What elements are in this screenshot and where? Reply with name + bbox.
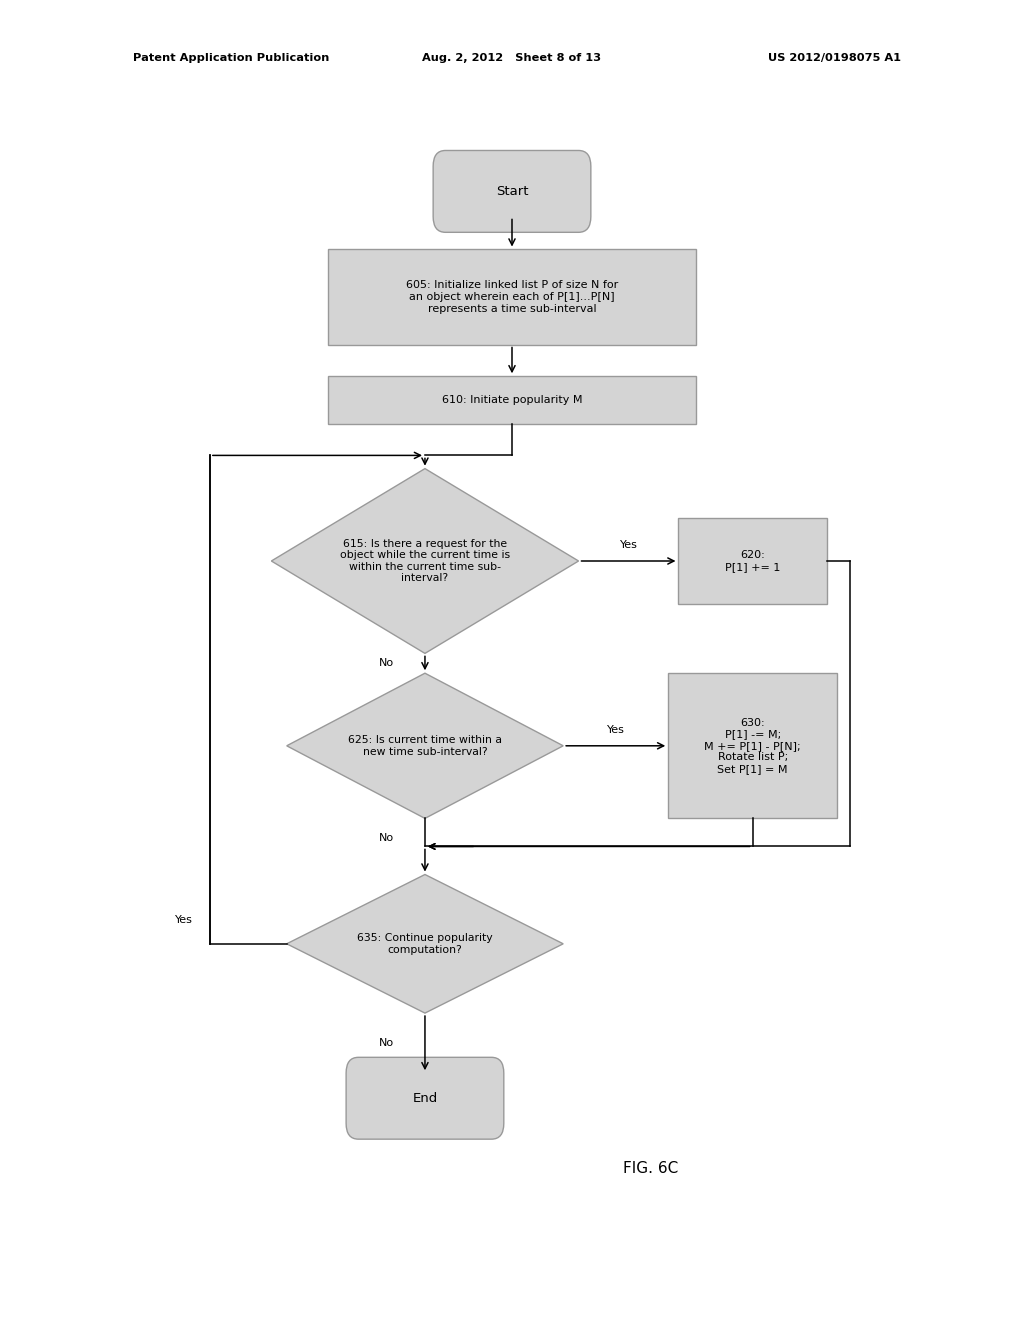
Text: 615: Is there a request for the
object while the current time is
within the curr: 615: Is there a request for the object w…: [340, 539, 510, 583]
FancyBboxPatch shape: [346, 1057, 504, 1139]
Text: 605: Initialize linked list P of size N for
an object wherein each of P[1]...P[N: 605: Initialize linked list P of size N …: [406, 280, 618, 314]
Text: 620:
P[1] += 1: 620: P[1] += 1: [725, 550, 780, 572]
Text: Yes: Yes: [607, 725, 625, 735]
Text: Patent Application Publication: Patent Application Publication: [133, 53, 330, 63]
Text: No: No: [379, 833, 393, 843]
Polygon shape: [287, 875, 563, 1014]
Text: Start: Start: [496, 185, 528, 198]
Text: FIG. 6C: FIG. 6C: [623, 1160, 678, 1176]
FancyBboxPatch shape: [328, 376, 696, 424]
Text: 625: Is current time within a
new time sub-interval?: 625: Is current time within a new time s…: [348, 735, 502, 756]
Text: Aug. 2, 2012   Sheet 8 of 13: Aug. 2, 2012 Sheet 8 of 13: [423, 53, 601, 63]
FancyBboxPatch shape: [668, 673, 838, 818]
Text: Yes: Yes: [620, 540, 637, 550]
Text: End: End: [413, 1092, 437, 1105]
Text: 635: Continue popularity
computation?: 635: Continue popularity computation?: [357, 933, 493, 954]
Text: Yes: Yes: [175, 915, 194, 925]
Text: 610: Initiate popularity M: 610: Initiate popularity M: [441, 395, 583, 405]
Text: No: No: [379, 1038, 393, 1048]
Text: US 2012/0198075 A1: US 2012/0198075 A1: [768, 53, 901, 63]
Text: 630:
P[1] -= M;
M += P[1] - P[N];
Rotate list P;
Set P[1] = M: 630: P[1] -= M; M += P[1] - P[N]; Rotate…: [705, 718, 801, 774]
Polygon shape: [271, 469, 579, 653]
FancyBboxPatch shape: [433, 150, 591, 232]
FancyBboxPatch shape: [678, 519, 827, 605]
Polygon shape: [287, 673, 563, 818]
Text: No: No: [379, 659, 393, 668]
FancyBboxPatch shape: [328, 249, 696, 345]
